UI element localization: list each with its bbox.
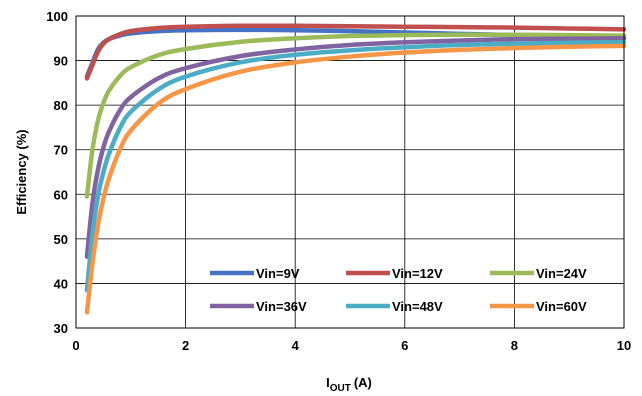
series-layer: [84, 23, 627, 315]
x-axis-title: IOUT (A): [326, 375, 372, 394]
y-tick-label: 70: [54, 143, 68, 158]
x-axis-title-unit: (A): [354, 375, 372, 390]
grid-layer: [75, 15, 625, 329]
legend-item-vin-24v: Vin=24V: [490, 266, 587, 281]
y-tick-label: 80: [54, 98, 68, 113]
series-line-vin-48v: [84, 40, 627, 293]
legend-item-vin-36v: Vin=36V: [210, 299, 307, 314]
y-tick-label: 50: [54, 232, 68, 247]
x-tick-label: 8: [511, 338, 518, 353]
x-tick-label: 6: [401, 338, 408, 353]
x-axis-title-subscript: OUT: [330, 383, 351, 394]
series-line-vin-60v: [84, 43, 627, 315]
series-line-vin-36v: [84, 36, 627, 259]
legend-label: Vin=60V: [536, 299, 587, 314]
y-axis-title: Efficiency (%): [14, 129, 29, 214]
y-tick-label: 90: [54, 54, 68, 69]
x-tick-label: 2: [182, 338, 189, 353]
legend-label: Vin=48V: [392, 299, 443, 314]
y-tick-label: 60: [54, 187, 68, 202]
series-line-vin-24v: [84, 32, 627, 199]
x-axis-title-main: I: [326, 375, 330, 390]
legend-label: Vin=24V: [536, 266, 587, 281]
legend-item-vin-48v: Vin=48V: [346, 299, 443, 314]
legend-label: Vin=12V: [392, 266, 443, 281]
axis-layer: 30 40 50 60 70 80 90 100 0 2 4 6 8 10: [46, 9, 631, 353]
legend-item-vin-9v: Vin=9V: [210, 266, 300, 281]
y-tick-label: 40: [54, 276, 68, 291]
legend-label: Vin=36V: [256, 299, 307, 314]
y-tick-label: 100: [46, 9, 68, 24]
x-tick-label: 10: [617, 338, 631, 353]
legend-item-vin-60v: Vin=60V: [490, 299, 587, 314]
legend-label: Vin=9V: [256, 266, 300, 281]
legend: Vin=9V Vin=12V Vin=24V Vin=36V Vin=48V Vin=60…: [210, 266, 587, 314]
plot-border: [75, 15, 625, 329]
x-tick-label: 0: [72, 338, 79, 353]
legend-item-vin-12v: Vin=12V: [346, 266, 443, 281]
y-tick-label: 30: [54, 321, 68, 336]
series-line-vin-12v: [84, 23, 627, 81]
x-tick-label: 4: [292, 338, 300, 353]
